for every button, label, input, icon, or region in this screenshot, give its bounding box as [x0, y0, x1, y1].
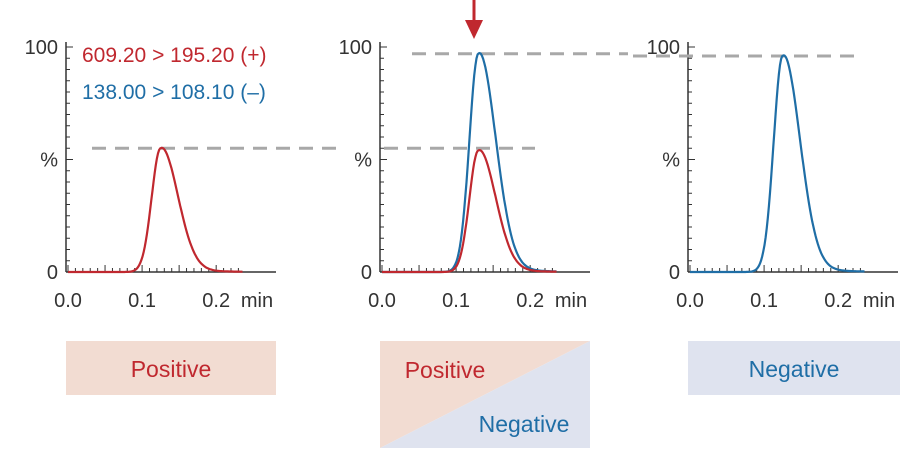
- apex-arrow-icon: [465, 0, 483, 39]
- trace-positive: [382, 148, 557, 274]
- x-tick-label: 0.0: [54, 290, 82, 312]
- x-unit-label: min: [555, 290, 587, 312]
- negative-mode-triangle: [380, 341, 590, 448]
- y-tick-label: 0: [669, 262, 680, 284]
- x-tick-label: 0.2: [824, 290, 852, 312]
- trace-negative: [690, 54, 865, 274]
- trace-negative: [382, 51, 557, 274]
- negative-mode-label: Negative: [749, 356, 840, 382]
- x-tick-label: 0.1: [442, 290, 470, 312]
- x-tick-label: 0.2: [516, 290, 544, 312]
- x-tick-label: 0.2: [202, 290, 230, 312]
- legend-negative-transition: 138.00 > 108.10 (–): [82, 81, 266, 104]
- legend-positive-transition: 609.20 > 195.20 (+): [82, 44, 266, 67]
- negative-mode-box: [688, 341, 900, 395]
- y-tick-label: %: [354, 150, 372, 172]
- positive-mode-label-middle: Positive: [405, 357, 486, 383]
- y-tick-label: 100: [25, 37, 58, 59]
- positive-mode-label: Positive: [131, 356, 212, 382]
- x-tick-label: 0.0: [676, 290, 704, 312]
- y-tick-label: 0: [361, 262, 372, 284]
- chromatogram-panel-3: 0% 100 0.0 0.1 0.2 min: [633, 37, 898, 312]
- x-tick-label: 0.1: [128, 290, 156, 312]
- negative-mode-label-middle: Negative: [479, 411, 570, 437]
- y-tick-label: %: [662, 150, 680, 172]
- x-tick-label: 0.0: [368, 290, 396, 312]
- chromatogram-panel-1: 0% 100 0.0 0.1 0.2 min: [25, 37, 345, 312]
- x-tick-label: 0.1: [750, 290, 778, 312]
- y-tick-label: 100: [339, 37, 372, 59]
- chromatogram-panel-2: 0% 100 0.0 0.1 0.2 min: [339, 37, 628, 312]
- y-tick-label: %: [40, 150, 58, 172]
- trace-positive: [68, 146, 243, 274]
- y-tick-label: 0: [47, 262, 58, 284]
- x-unit-label: min: [863, 290, 895, 312]
- positive-mode-box: [66, 341, 276, 395]
- y-tick-label: 100: [647, 37, 680, 59]
- x-unit-label: min: [241, 290, 273, 312]
